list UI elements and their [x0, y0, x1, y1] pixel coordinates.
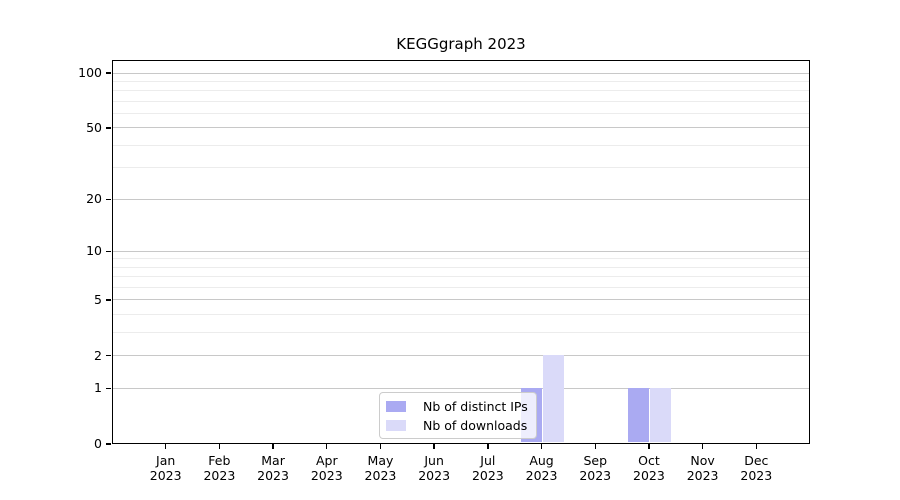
y-tick-10 [106, 250, 111, 253]
x-tick-label-oct: Oct 2023 [621, 453, 677, 483]
x-tick-apr [326, 444, 328, 449]
legend: Nb of distinct IPs Nb of downloads [379, 392, 537, 439]
y-tick-100 [106, 72, 111, 74]
y-tick-label-20: 20 [86, 191, 102, 207]
bar-aug-downloads [543, 355, 565, 442]
y-tick-1 [106, 387, 111, 389]
gridline-major-100 [113, 72, 809, 74]
x-tick-label-nov: Nov 2023 [675, 453, 731, 483]
bar-oct-distinct-ips [628, 387, 650, 442]
x-tick-sep [594, 444, 596, 449]
x-tick-label-mar: Mar 2023 [245, 453, 301, 483]
gridline-major-2 [113, 355, 809, 357]
gridline-minor-80 [113, 90, 809, 92]
x-tick-dec [755, 444, 757, 449]
x-tick-label-apr: Apr 2023 [299, 453, 355, 483]
x-tick-year: 2023 [525, 468, 558, 483]
x-tick-year: 2023 [418, 468, 451, 483]
y-tick-label-100: 100 [78, 65, 102, 81]
chart-title: KEGGgraph 2023 [396, 35, 526, 53]
gridline-minor-6 [113, 287, 809, 289]
y-tick-0 [106, 443, 111, 445]
gridline-minor-60 [113, 113, 809, 115]
x-tick-month: Aug [529, 453, 554, 468]
gridline-minor-30 [113, 167, 809, 169]
legend-label-distinct-ips: Nb of distinct IPs [423, 398, 528, 414]
x-tick-nov [701, 444, 704, 449]
x-tick-label-jul: Jul 2023 [460, 453, 516, 483]
x-tick-month: Sep [583, 453, 607, 468]
x-tick-year: 2023 [471, 468, 504, 483]
legend-entry-downloads: Nb of downloads [386, 417, 528, 433]
x-tick-aug [540, 444, 543, 449]
x-tick-year: 2023 [364, 468, 397, 483]
x-tick-month: Jul [480, 453, 496, 468]
y-tick-50 [106, 127, 111, 129]
x-tick-may [379, 444, 382, 449]
y-tick-label-50: 50 [86, 120, 102, 136]
x-tick-jun [433, 444, 435, 449]
gridline-minor-70 [113, 100, 809, 102]
x-tick-year: 2023 [633, 468, 665, 483]
x-tick-month: Feb [208, 453, 231, 468]
gridline-minor-9 [113, 258, 809, 260]
x-tick-label-aug: Aug 2023 [514, 453, 570, 483]
x-tick-month: May [367, 453, 394, 468]
legend-label-downloads: Nb of downloads [423, 417, 528, 433]
x-tick-month: Jun [424, 453, 444, 468]
x-tick-month: Dec [744, 453, 769, 468]
x-tick-label-jan: Jan 2023 [138, 453, 194, 483]
y-tick-label-10: 10 [86, 243, 102, 259]
x-tick-month: Oct [638, 453, 660, 468]
gridline-minor-3 [113, 332, 809, 333]
x-tick-month: Jan [156, 453, 176, 468]
x-tick-jan [164, 444, 167, 449]
x-tick-year: 2023 [310, 468, 343, 483]
x-tick-label-sep: Sep 2023 [567, 453, 623, 483]
x-tick-month: Apr [315, 453, 338, 468]
x-tick-oct [648, 444, 650, 449]
y-tick-label-5: 5 [94, 292, 102, 308]
y-tick-label-1: 1 [94, 380, 102, 396]
gridline-minor-4 [113, 314, 809, 316]
gridline-major-1 [113, 387, 809, 389]
x-tick-year: 2023 [686, 468, 719, 483]
x-tick-year: 2023 [257, 468, 289, 483]
x-tick-label-dec: Dec 2023 [728, 453, 784, 483]
gridline-minor-40 [113, 145, 809, 147]
x-tick-year: 2023 [579, 468, 612, 483]
y-tick-label-2: 2 [94, 347, 102, 363]
gridline-minor-90 [113, 80, 809, 82]
legend-swatch-downloads-icon [386, 419, 406, 431]
plot-area [112, 60, 810, 444]
gridline-major-50 [113, 127, 809, 129]
x-tick-month: Mar [261, 453, 285, 468]
gridline-major-5 [113, 299, 809, 301]
x-tick-feb [218, 444, 221, 449]
bar-oct-downloads [650, 387, 672, 442]
x-tick-month: Nov [690, 453, 715, 468]
x-tick-year: 2023 [203, 468, 236, 483]
x-tick-mar [272, 444, 274, 449]
gridline-minor-8 [113, 266, 809, 268]
legend-swatch-distinct-ips-icon [386, 400, 406, 412]
x-tick-label-may: May 2023 [352, 453, 408, 483]
gridline-major-10 [113, 250, 809, 252]
gridline-minor-7 [113, 276, 809, 278]
y-tick-label-0: 0 [94, 436, 102, 451]
y-tick-20 [106, 198, 111, 201]
x-tick-label-jun: Jun 2023 [406, 453, 462, 483]
legend-entry-distinct-ips: Nb of distinct IPs [386, 398, 528, 414]
y-tick-5 [106, 299, 111, 301]
y-tick-2 [106, 355, 111, 357]
x-tick-year: 2023 [740, 468, 773, 483]
x-tick-label-feb: Feb 2023 [191, 453, 247, 483]
gridline-major-20 [113, 198, 809, 200]
x-tick-year: 2023 [149, 468, 182, 483]
x-tick-jul [487, 444, 489, 449]
